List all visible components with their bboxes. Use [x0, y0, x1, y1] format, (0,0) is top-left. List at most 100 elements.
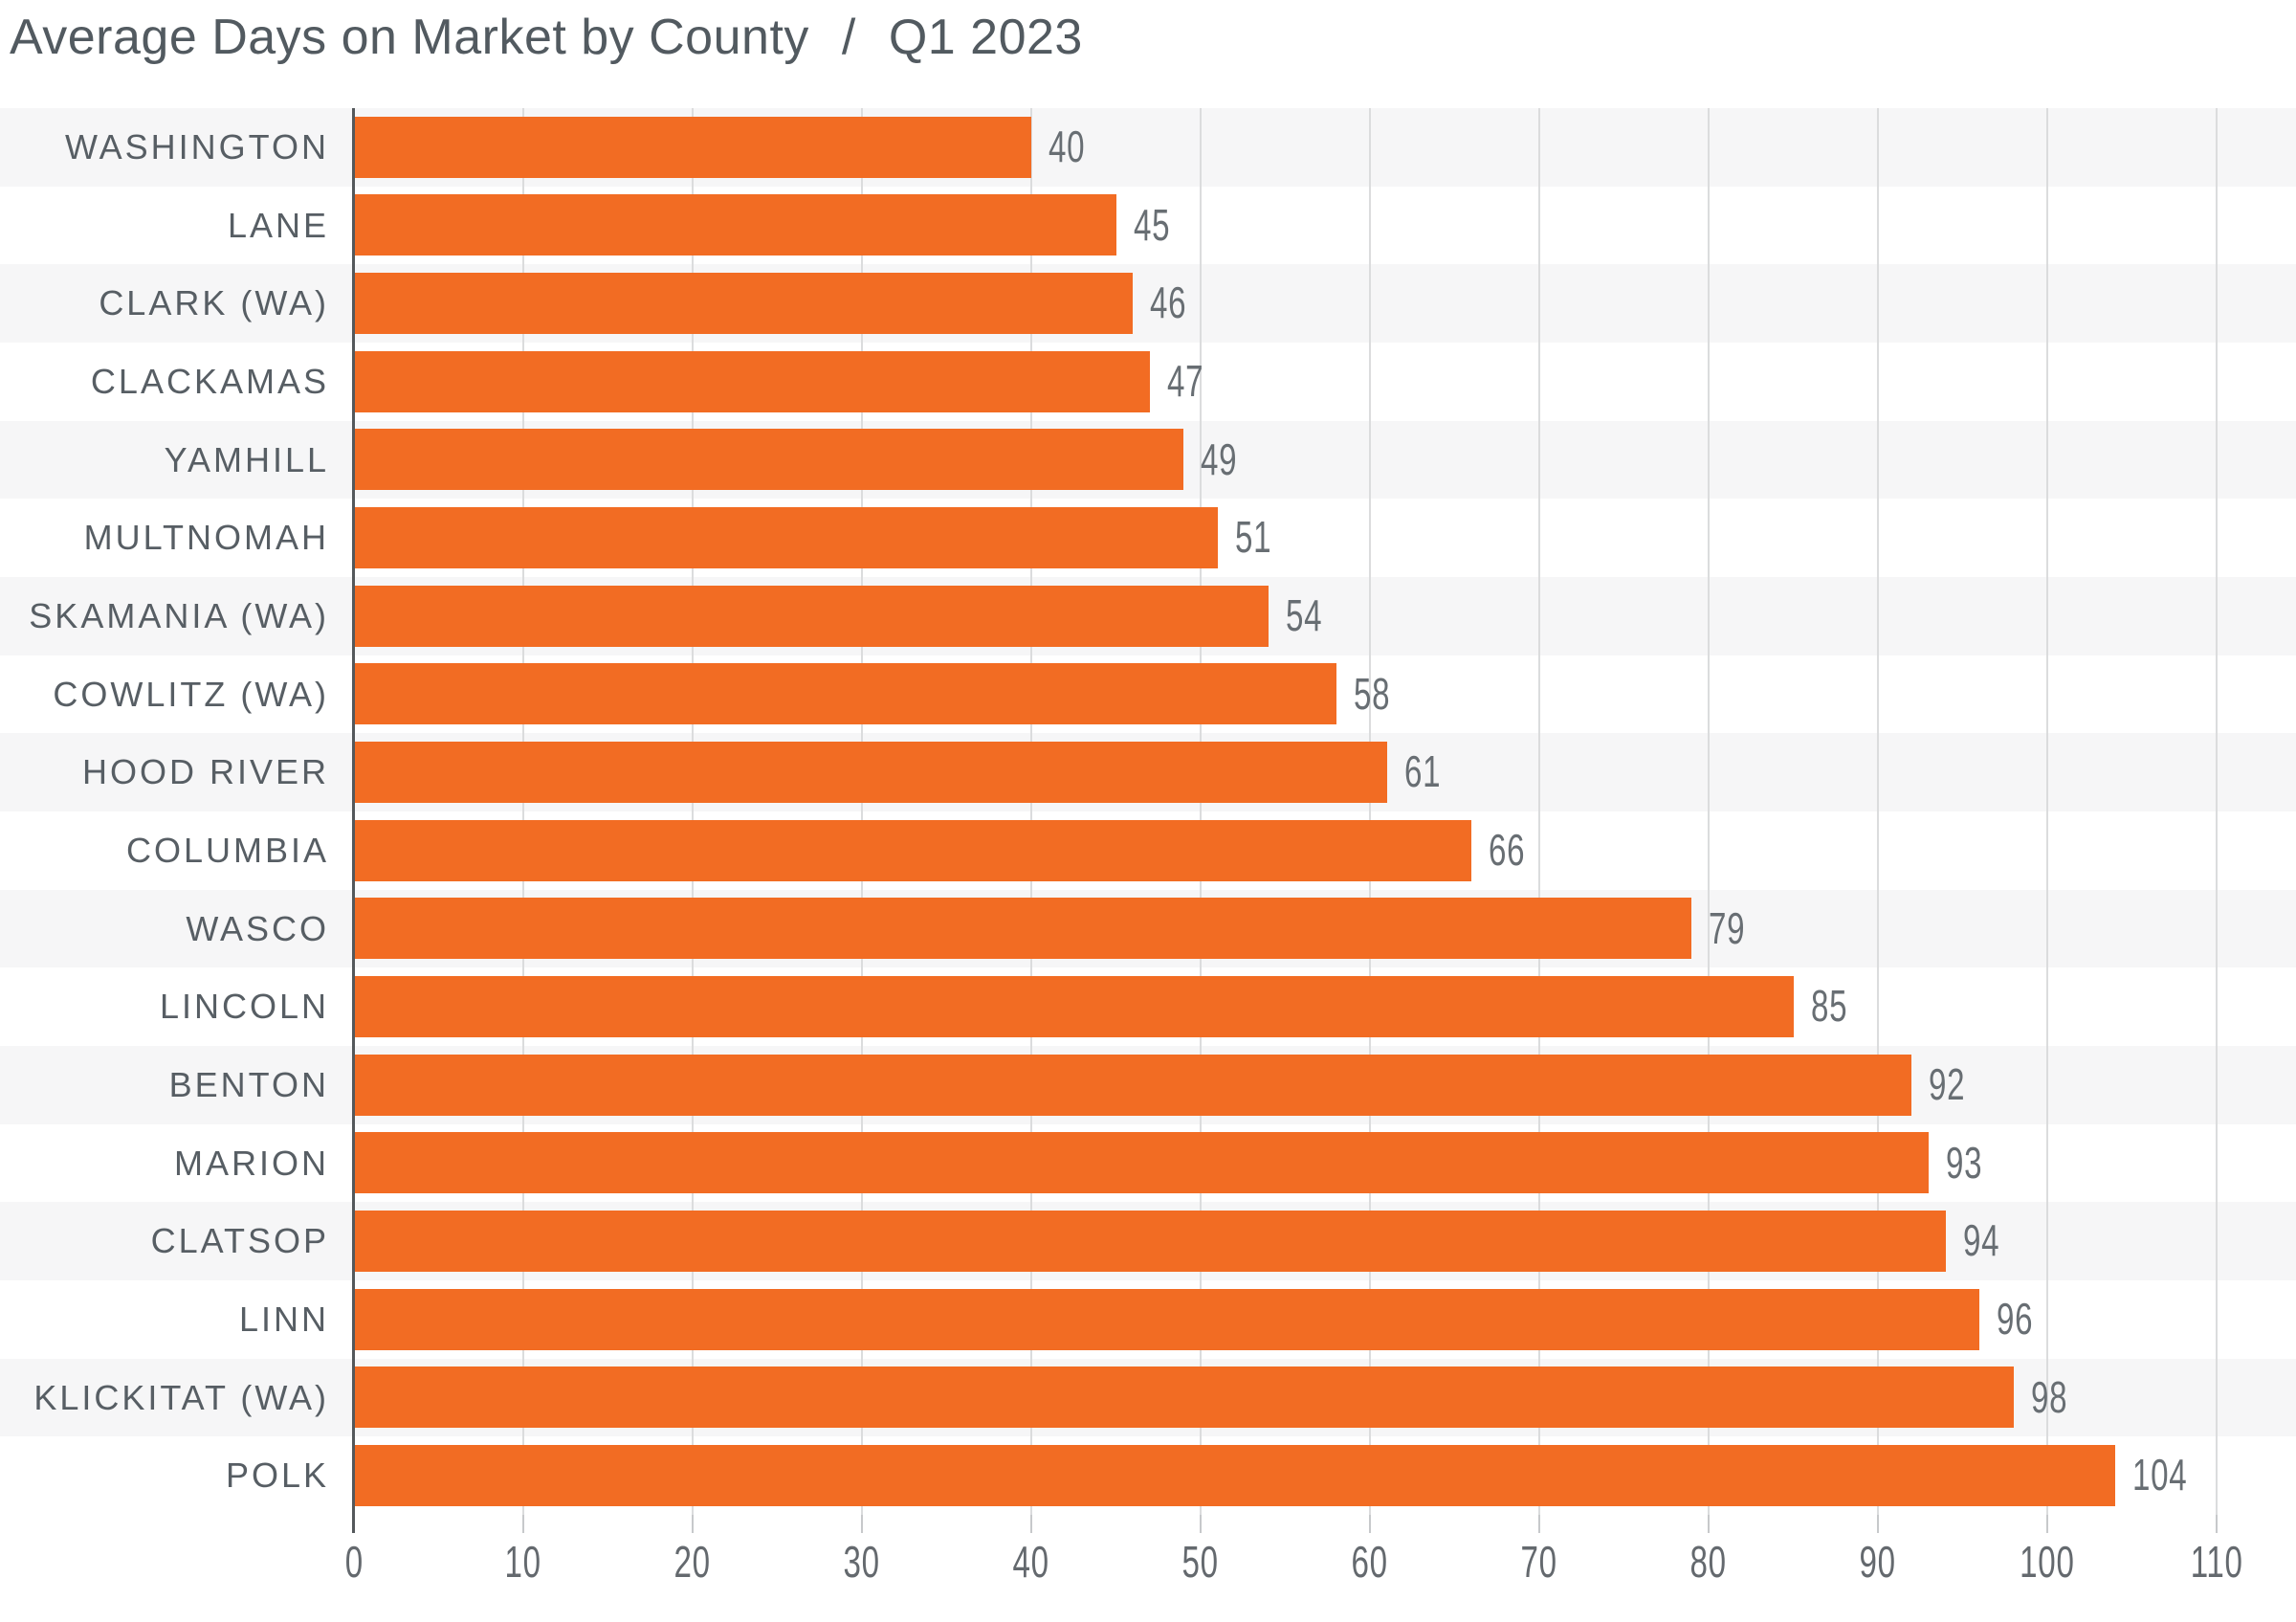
category-label: WASCO — [186, 908, 329, 948]
bar — [354, 507, 1218, 569]
bar — [354, 1054, 1912, 1116]
bar — [354, 1132, 1930, 1194]
y-axis-line — [352, 108, 355, 1533]
value-label: 96 — [1997, 1293, 2034, 1344]
bar — [354, 819, 1472, 881]
bar — [354, 1210, 1946, 1272]
value-label: 40 — [1049, 122, 1086, 171]
gridline — [861, 108, 863, 1515]
chart-row: LINN 96 — [0, 1280, 2296, 1359]
x-tick-label: 10 — [504, 1537, 542, 1587]
x-tick-label: 90 — [1859, 1537, 1897, 1587]
value-label: 98 — [2030, 1371, 2067, 1422]
x-tick-label: 80 — [1689, 1537, 1728, 1587]
x-tick-mark — [522, 1515, 524, 1533]
category-label: POLK — [225, 1455, 329, 1496]
value-label: 45 — [1133, 199, 1170, 250]
chart-row: LANE 45 — [0, 187, 2296, 265]
x-tick-mark — [2046, 1515, 2048, 1533]
category-label: LINN — [238, 1299, 329, 1339]
category-label: HOOD RIVER — [81, 752, 329, 792]
value-label: 61 — [1403, 746, 1441, 797]
category-label: KLICKITAT (WA) — [33, 1377, 329, 1417]
chart-row: WASHINGTON 40 — [0, 108, 2296, 187]
category-label: COLUMBIA — [125, 830, 329, 870]
x-tick-label: 40 — [1012, 1537, 1050, 1587]
value-label: 85 — [1810, 981, 1847, 1032]
value-label: 47 — [1166, 355, 1204, 406]
x-tick-label: 100 — [2020, 1537, 2075, 1587]
x-tick-mark — [1877, 1515, 1879, 1533]
bar — [354, 1444, 2115, 1506]
x-tick-label: 0 — [344, 1537, 364, 1587]
gridline — [2046, 108, 2048, 1515]
category-label: SKAMANIA (WA) — [29, 595, 329, 635]
plot-area: WASHINGTON 40 LANE 45 CLARK (WA) 46 CLACKAMAS 4… — [0, 108, 2296, 1515]
value-label: 79 — [1709, 902, 1746, 953]
bar — [354, 116, 1031, 178]
chart-row: YAMHILL 49 — [0, 420, 2296, 500]
x-tick-mark — [1030, 1515, 1032, 1533]
x-tick-mark — [2216, 1515, 2218, 1533]
category-label: MARION — [174, 1143, 329, 1183]
x-tick-label: 30 — [843, 1537, 881, 1587]
chart-row: COLUMBIA 66 — [0, 811, 2296, 890]
chart-row: POLK 104 — [0, 1436, 2296, 1515]
x-tick-label: 60 — [1351, 1537, 1389, 1587]
chart-header: Average Days on Market by County / Q1 20… — [10, 8, 1083, 67]
category-label: YAMHILL — [164, 439, 329, 479]
gridline — [692, 108, 694, 1515]
value-label: 58 — [1353, 668, 1390, 719]
category-label: CLATSOP — [150, 1221, 329, 1261]
value-label: 54 — [1285, 589, 1323, 640]
chart-row: CLACKAMAS 47 — [0, 343, 2296, 421]
chart-row: KLICKITAT (WA) 98 — [0, 1358, 2296, 1437]
x-tick-label: 50 — [1181, 1537, 1220, 1587]
gridline — [1200, 108, 1202, 1515]
category-label: WASHINGTON — [64, 127, 329, 167]
gridline — [1538, 108, 1540, 1515]
bar — [354, 350, 1150, 412]
gridline — [2216, 108, 2218, 1515]
bar — [354, 273, 1134, 335]
bar — [354, 1366, 2014, 1429]
gridline — [1369, 108, 1371, 1515]
x-tick-mark — [1369, 1515, 1371, 1533]
bar — [354, 194, 1116, 256]
value-label: 93 — [1946, 1137, 1983, 1188]
chart-row: WASCO 79 — [0, 889, 2296, 968]
x-tick-mark — [861, 1515, 863, 1533]
chart-row: CLARK (WA) 46 — [0, 264, 2296, 343]
chart-row: COWLITZ (WA) 58 — [0, 655, 2296, 734]
gridline — [1030, 108, 1032, 1515]
value-label: 92 — [1929, 1058, 1966, 1109]
value-label: 49 — [1201, 433, 1238, 484]
chart-period: Q1 2023 — [888, 10, 1083, 65]
category-label: CLACKAMAS — [90, 361, 329, 401]
x-tick-mark — [1708, 1515, 1710, 1533]
value-label: 46 — [1150, 278, 1187, 328]
chart-row: BENTON 92 — [0, 1045, 2296, 1124]
chart-row: MULTNOMAH 51 — [0, 499, 2296, 577]
bar — [354, 585, 1269, 647]
category-label: LANE — [227, 205, 329, 245]
x-tick-label: 70 — [1520, 1537, 1558, 1587]
category-label: CLARK (WA) — [99, 283, 329, 323]
chart-row: MARION 93 — [0, 1124, 2296, 1203]
x-tick-mark — [692, 1515, 694, 1533]
x-tick-label: 20 — [673, 1537, 712, 1587]
category-label: COWLITZ (WA) — [53, 674, 329, 714]
value-label: 94 — [1962, 1215, 2000, 1266]
bar — [354, 742, 1387, 804]
chart-row: HOOD RIVER 61 — [0, 733, 2296, 811]
category-label: LINCOLN — [159, 987, 329, 1027]
chart-row: CLATSOP 94 — [0, 1202, 2296, 1280]
bar — [354, 663, 1336, 725]
title-separator: / — [841, 10, 856, 65]
chart-row: LINCOLN 85 — [0, 967, 2296, 1046]
bar — [354, 898, 1692, 960]
gridline — [1708, 108, 1710, 1515]
value-label: 66 — [1489, 824, 1526, 875]
chart-row: SKAMANIA (WA) 54 — [0, 576, 2296, 655]
